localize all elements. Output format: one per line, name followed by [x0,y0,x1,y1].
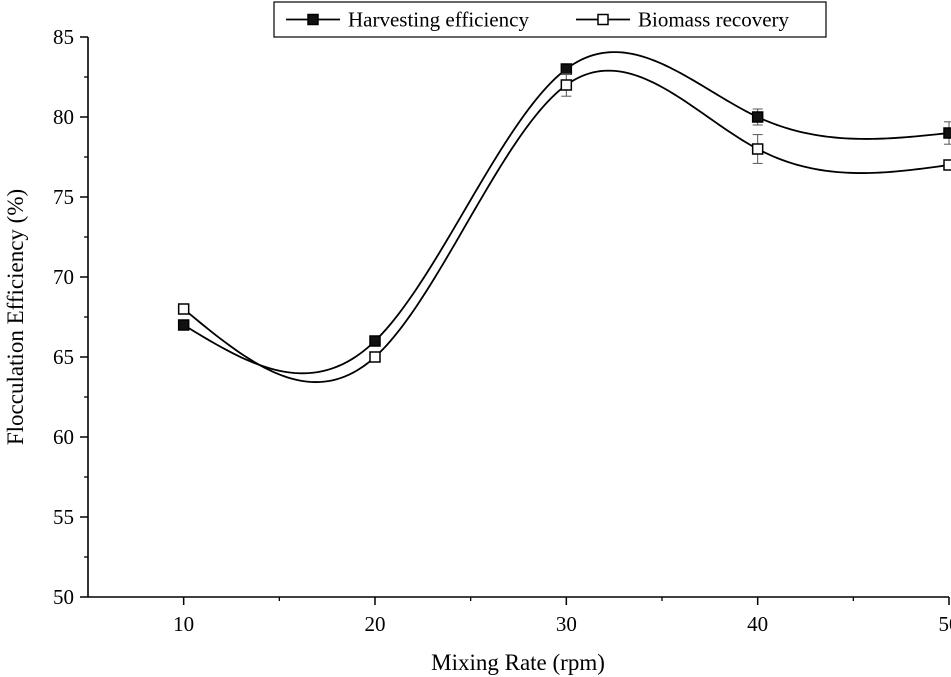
data-point [560,79,573,91]
legend: Harvesting efficiency Biomass recovery [273,1,827,38]
legend-marker [597,13,609,26]
x-axis-title: Mixing Rate (rpm) [431,650,605,675]
data-point [943,127,951,139]
x-tick-label: 20 [365,612,386,636]
data-point [369,351,381,363]
series-line [183,51,950,375]
x-tick-label: 10 [173,612,194,636]
y-axis-title: Flocculation Efficiency (%) [3,189,28,445]
y-tick-label: 70 [53,265,74,289]
legend-marker [307,13,319,26]
y-tick-label: 55 [53,505,74,529]
data-point [369,335,381,347]
x-tick-label: 40 [747,612,768,636]
y-tick-label: 65 [53,345,74,369]
y-tick-label: 80 [53,105,74,129]
y-tick-label: 50 [53,585,74,609]
data-point [560,63,573,75]
y-tick-label: 75 [53,185,74,209]
legend-box [273,1,827,38]
series-line [183,69,950,383]
data-point [751,111,764,123]
x-tick-label: 30 [556,612,577,636]
x-tick-label: 50 [939,612,951,636]
data-point [177,319,190,331]
series-biomass-recovery [177,69,951,383]
y-tick-label: 60 [53,425,74,449]
legend-entry: Harvesting efficiency [286,8,529,32]
legend-label: Harvesting efficiency [348,8,529,32]
y-tick-label: 85 [53,25,74,49]
data-point [177,303,190,315]
axes [87,37,949,598]
series-layer [177,51,951,383]
legend-entry: Biomass recovery [576,8,790,32]
legend-label: Biomass recovery [638,8,790,32]
data-point [943,159,951,171]
ticks: 50 55 60 65 70 75 80 85 10 20 30 40 50 [53,25,951,636]
series-harvesting-efficiency [177,51,951,375]
data-point [751,143,764,155]
